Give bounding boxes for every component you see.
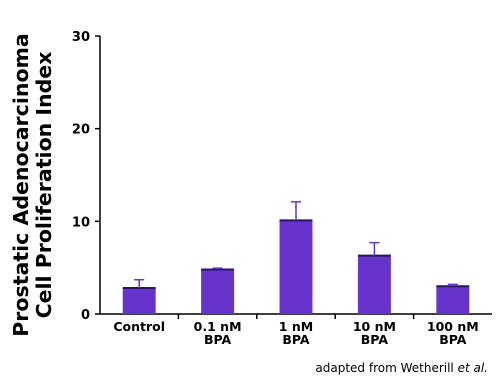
x-tick-label: Control [113,319,165,334]
source-annotation-prefix: adapted from Wetherill [315,361,457,375]
x-tick-label: 10 nM [353,319,396,334]
y-axis-label-line-1: Prostatic Adenocarcinoma [9,33,33,336]
x-tick-label: BPA [282,332,310,347]
x-tick-label: BPA [204,332,232,347]
y-axis-label: Prostatic Adenocarcinoma Cell Proliferat… [9,33,56,336]
x-tick-label: BPA [439,332,467,347]
source-annotation-emphasis: et al. [458,361,488,375]
y-tick-label: 30 [72,30,90,45]
y-tick-label: 0 [81,308,90,323]
y-tick-label: 10 [72,215,90,230]
x-tick-label: 0.1 nM [194,319,242,334]
bar [279,220,313,314]
source-annotation: adapted from Wetherill et al. [315,361,488,375]
y-axis-label-line-2: Cell Proliferation Index [32,52,56,319]
x-tick-label: BPA [361,332,389,347]
bar [201,269,235,314]
x-tick-label: 1 nM [279,319,313,334]
bar [436,286,470,314]
y-tick-label: 20 [72,123,90,138]
x-tick-label: 100 nM [427,319,479,334]
bar [357,255,391,314]
bar [122,288,156,314]
